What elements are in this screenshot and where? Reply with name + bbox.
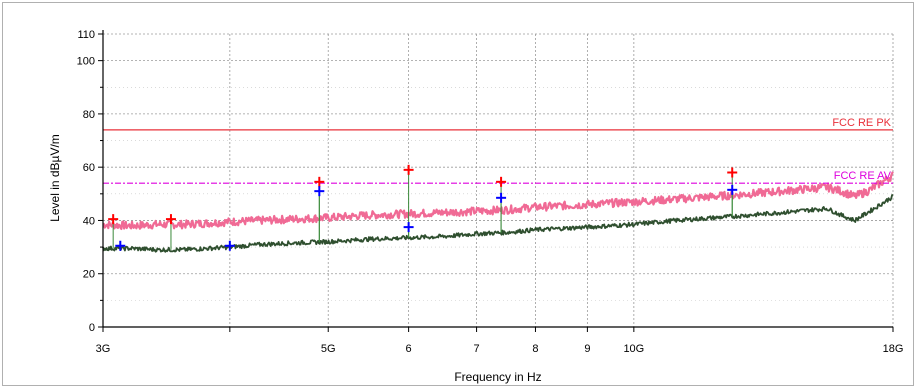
y-tick-label: 0 [89,322,95,334]
x-tick-label: 18G [883,343,904,355]
limit-lines: FCC RE PK FCC RE AV [103,117,893,184]
y-axis-label: Level in dBµV/m [48,134,62,222]
peak-marker [108,214,119,225]
y-tick-label: 100 [77,56,95,68]
x-tick-label: 5G [321,343,336,355]
peak-marker [165,214,176,225]
average-marker [496,192,507,203]
x-tick-label: 3G [96,343,111,355]
peak-marker [496,176,507,187]
y-tick-label: 60 [83,162,95,174]
chart-markers [108,164,738,251]
y-tick-label: 40 [83,215,95,227]
x-tick-label: 9 [584,343,590,355]
average-marker [224,240,235,251]
peak-marker [403,164,414,175]
series-trace [102,171,894,230]
chart-axes: 3G 5G 6 7 8 9 10G 18G 0 20 40 60 80 100 110 [77,29,904,355]
chart-grid [102,33,894,327]
y-tick-label: 110 [77,29,95,41]
average-marker [115,240,126,251]
chart-series [102,171,894,253]
limit-line-label: FCC RE PK [832,117,891,129]
y-tick-label: 20 [83,269,95,281]
x-tick-label: 10G [623,343,644,355]
x-tick-label: 7 [474,343,480,355]
average-marker [314,186,325,197]
x-axis-label: Frequency in Hz [454,370,541,384]
y-tick-label: 80 [83,109,95,121]
x-tick-label: 6 [406,343,412,355]
average-marker [727,184,738,195]
peak-marker [727,167,738,178]
average-marker [403,222,414,233]
limit-line-label: FCC RE AV [834,170,892,182]
peak-marker [314,176,325,187]
x-tick-label: 8 [532,343,538,355]
